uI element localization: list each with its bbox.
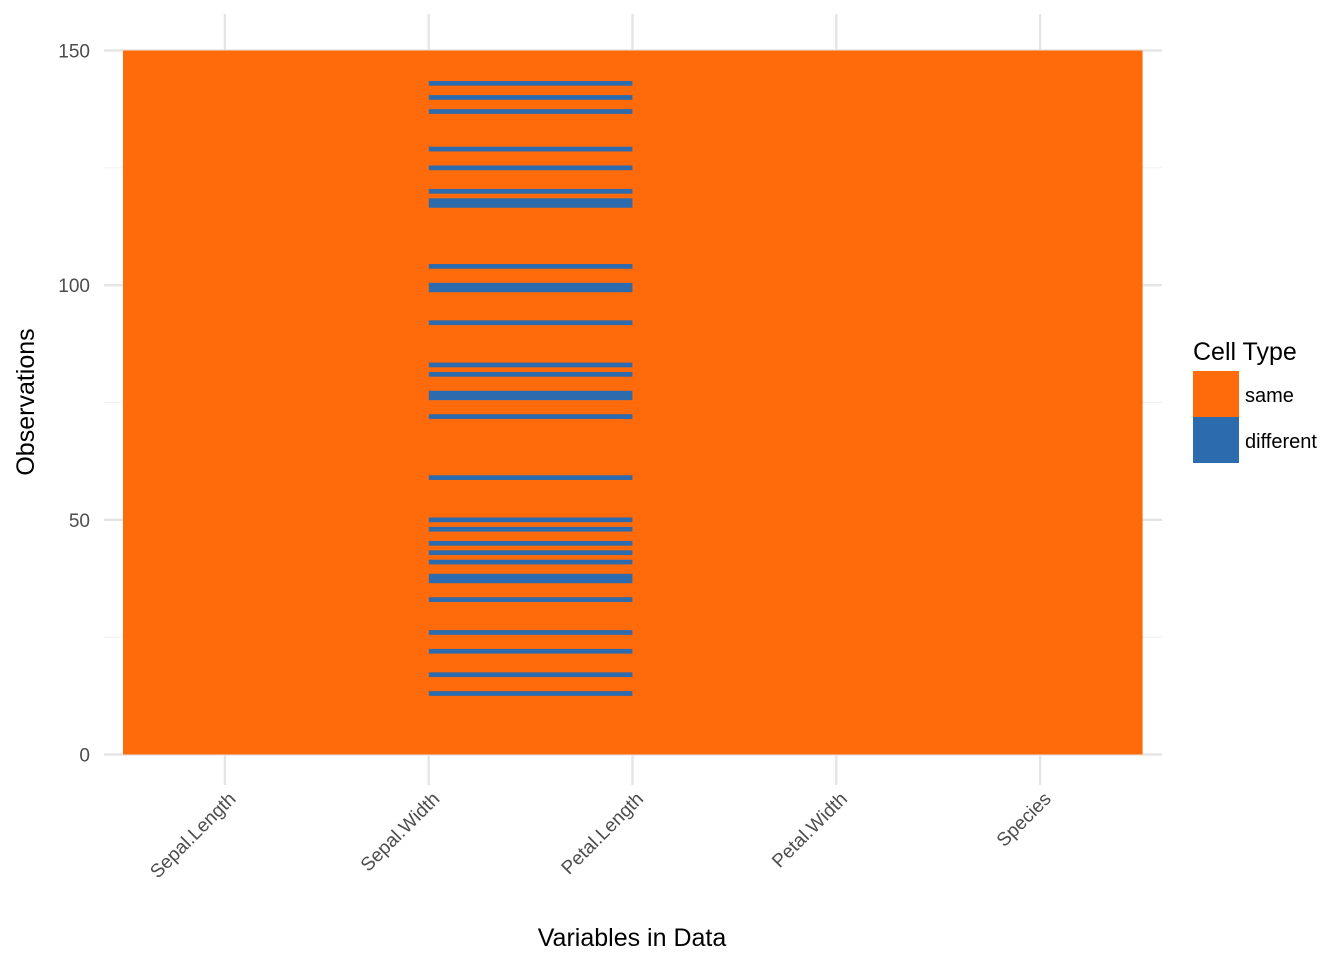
cell-column-petal-width	[734, 50, 939, 755]
x-axis-title: Variables in Data	[538, 924, 727, 952]
different-cell	[428, 691, 633, 696]
legend-key-same	[1193, 371, 1239, 417]
different-cell	[428, 540, 633, 546]
different-cell	[428, 550, 633, 556]
y-tick-label: 150	[58, 42, 90, 63]
different-cell	[428, 526, 633, 532]
different-cell	[428, 146, 633, 152]
different-cell	[428, 517, 633, 523]
different-cell	[428, 630, 633, 635]
heatmap-cells	[123, 50, 1143, 755]
x-tick-label: Sepal.Width	[357, 789, 444, 876]
legend-label-different: different	[1245, 431, 1317, 453]
different-cell	[428, 578, 633, 584]
different-cell	[428, 81, 633, 86]
x-tick-label: Sepal.Length	[146, 789, 240, 883]
legend: Cell Type same different	[1193, 338, 1317, 463]
y-axis-title: Observations	[12, 328, 40, 475]
legend-key-different	[1193, 417, 1239, 463]
different-cell	[428, 362, 633, 368]
different-cell	[428, 165, 633, 171]
different-cell	[428, 559, 633, 565]
different-cell	[428, 395, 633, 401]
different-cell	[428, 95, 633, 100]
y-tick-label: 50	[69, 511, 90, 532]
different-cell	[428, 287, 633, 293]
different-cell	[428, 475, 633, 480]
y-tick-label: 100	[58, 276, 90, 297]
cell-column-species	[938, 50, 1143, 755]
cell-column-sepal-length	[123, 50, 328, 755]
different-cell	[428, 203, 633, 208]
different-cell	[428, 390, 633, 396]
different-cell	[428, 109, 633, 114]
different-cell	[428, 188, 633, 194]
different-cell	[428, 672, 633, 678]
different-cell	[428, 573, 633, 579]
y-tick-label: 0	[79, 746, 90, 767]
different-cell	[428, 414, 633, 419]
x-tick-label: Petal.Width	[768, 789, 852, 873]
x-axis-ticks: Sepal.Length Sepal.Width Petal.Length Petal…	[146, 789, 1055, 883]
different-cell	[428, 648, 633, 654]
x-tick-label: Species	[993, 789, 1056, 852]
y-axis-ticks: 0 50 100 150	[58, 42, 90, 767]
legend-label-same: same	[1245, 385, 1294, 407]
different-cell	[428, 198, 633, 204]
different-cell	[428, 371, 633, 377]
x-tick-label: Petal.Length	[558, 789, 648, 879]
different-cell	[428, 597, 633, 602]
different-cell	[428, 320, 633, 326]
different-cell	[428, 264, 633, 269]
legend-title: Cell Type	[1193, 338, 1297, 366]
different-cell	[428, 282, 633, 288]
